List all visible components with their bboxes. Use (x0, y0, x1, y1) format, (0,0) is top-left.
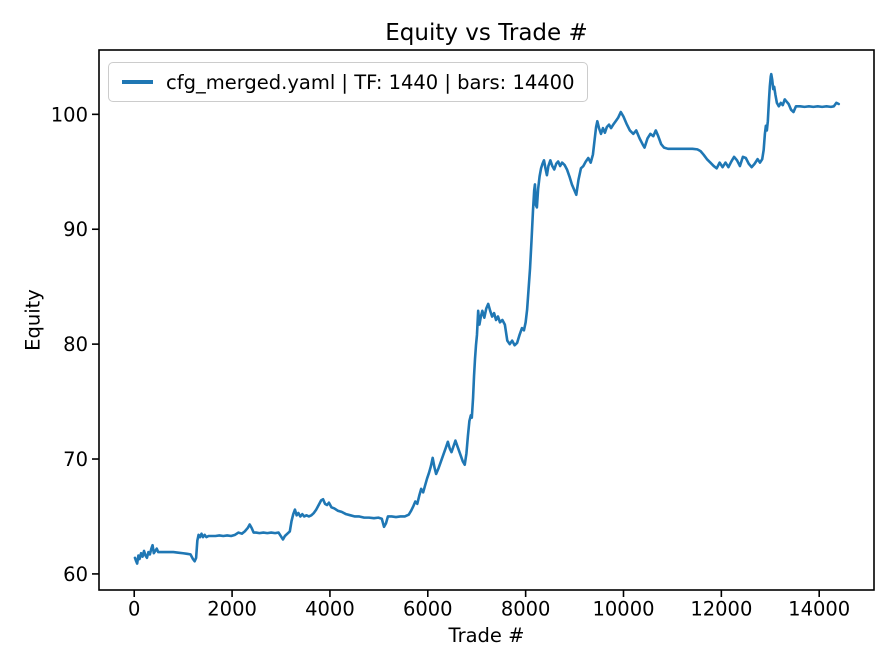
axes-spines (98, 49, 875, 591)
x-tick-label: 12000 (690, 598, 752, 621)
y-tick-label: 100 (51, 103, 88, 126)
x-tick-label: 14000 (788, 598, 850, 621)
legend: cfg_merged.yaml | TF: 1440 | bars: 14400 (108, 62, 589, 102)
x-tick-label: 8000 (501, 598, 551, 621)
y-tick-label: 80 (63, 333, 88, 356)
x-tick-label: 4000 (305, 598, 355, 621)
y-tick-label: 60 (63, 563, 88, 586)
x-tick-label: 0 (128, 598, 140, 621)
x-tick-label: 10000 (592, 598, 654, 621)
y-tick-label: 70 (63, 448, 88, 471)
legend-label: cfg_merged.yaml | TF: 1440 | bars: 14400 (166, 70, 575, 94)
x-tick-label: 2000 (207, 598, 257, 621)
equity-line (133, 72, 841, 565)
y-tick-label: 90 (63, 218, 88, 241)
x-axis-label: Trade # (448, 624, 525, 647)
chart-title: Equity vs Trade # (385, 20, 588, 46)
y-axis-label: Equity (21, 289, 45, 351)
x-tick-label: 6000 (403, 598, 453, 621)
legend-line-icon (122, 80, 153, 84)
